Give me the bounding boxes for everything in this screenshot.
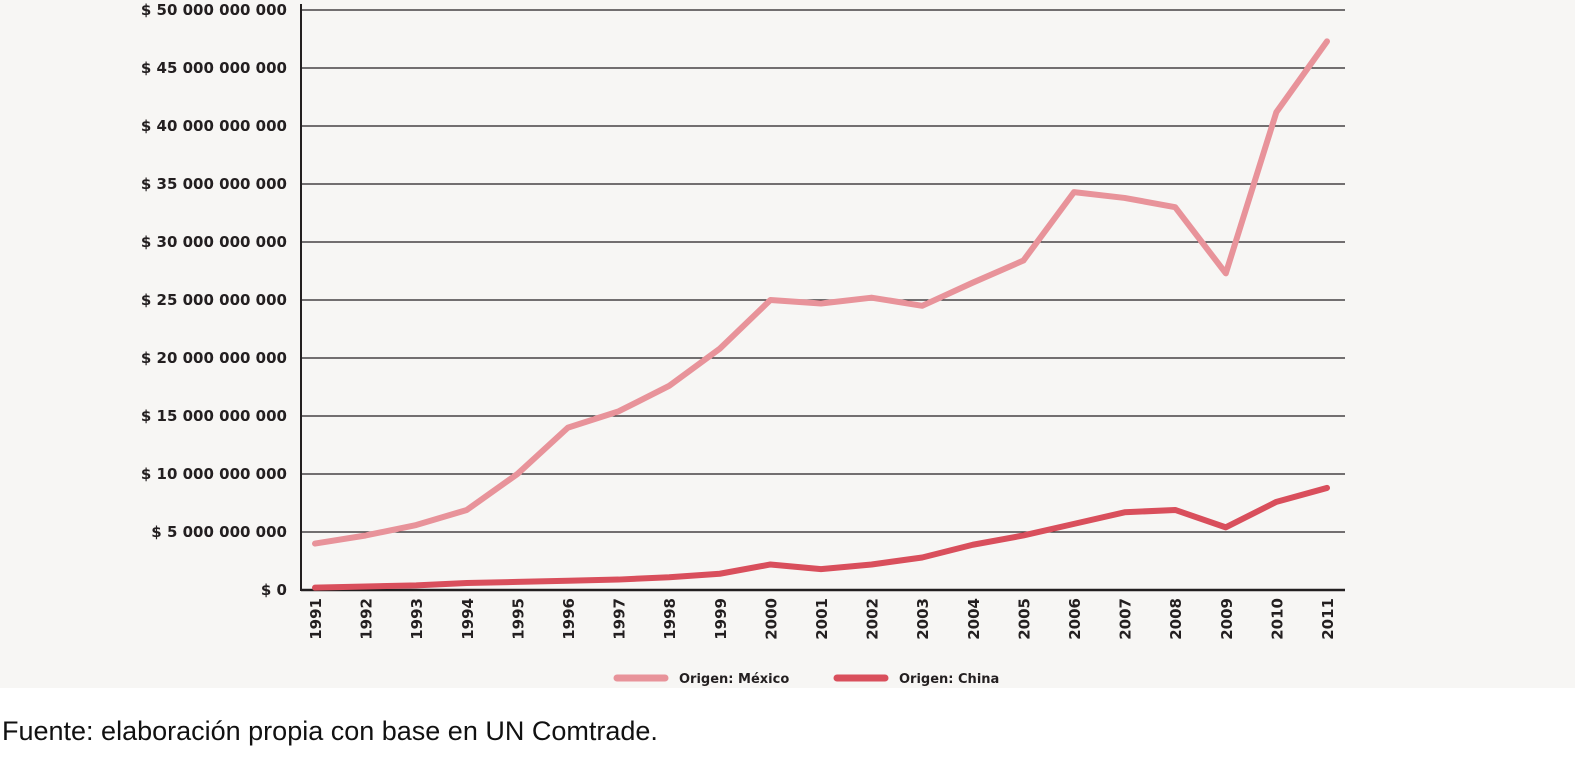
legend-label: Origen: México [679,672,789,687]
x-tick-label: 2002 [864,598,882,640]
y-tick-label: $ 50 000 000 000 [141,1,287,19]
x-tick-label: 1998 [661,598,679,640]
y-tick-label: $ 20 000 000 000 [141,349,287,367]
line-chart: $ 0 $ 5 000 000 000 $ 10 000 000 000 $ 15 0… [141,1,1345,687]
x-tick-label: 1996 [560,598,578,640]
legend-label: Origen: China [899,672,999,687]
x-tick-label: 1993 [408,598,426,640]
y-tick-label: $ 25 000 000 000 [141,291,287,309]
x-tick-label: 1994 [459,598,477,640]
x-tick-label: 2006 [1066,598,1084,640]
x-tick-label: 2000 [762,598,780,640]
y-tick-label: $ 45 000 000 000 [141,59,287,77]
x-tick-label: 2001 [813,598,831,640]
y-tick-label: $ 0 [261,581,287,599]
x-tick-label: 2009 [1218,598,1236,640]
x-tick-label: 2004 [965,598,983,640]
series-line-mexico [312,38,1330,547]
x-tick-label: 2011 [1319,598,1337,640]
y-tick-label: $ 10 000 000 000 [141,465,287,483]
x-tick-label: 1999 [712,598,730,640]
source-note: Fuente: elaboración propia con base en U… [2,716,658,746]
y-tick-label: $ 35 000 000 000 [141,175,287,193]
x-tick-label: 2010 [1268,598,1286,640]
chart-panel [0,0,1575,688]
y-tick-label: $ 15 000 000 000 [141,407,287,425]
y-tick-label: $ 30 000 000 000 [141,233,287,251]
y-tick-label: $ 5 000 000 000 [151,523,287,541]
x-tick-label: 2007 [1117,598,1135,640]
x-tick-label: 2003 [914,598,932,640]
y-tick-label: $ 40 000 000 000 [141,117,287,135]
x-tick-label: 2005 [1015,598,1033,640]
series-line-china [312,484,1330,591]
x-tick-label: 1991 [307,598,325,640]
x-tick-label: 1992 [358,598,376,640]
x-tick-label: 1997 [611,598,629,640]
x-tick-label: 1995 [509,598,527,640]
x-tick-label: 2008 [1167,598,1185,640]
